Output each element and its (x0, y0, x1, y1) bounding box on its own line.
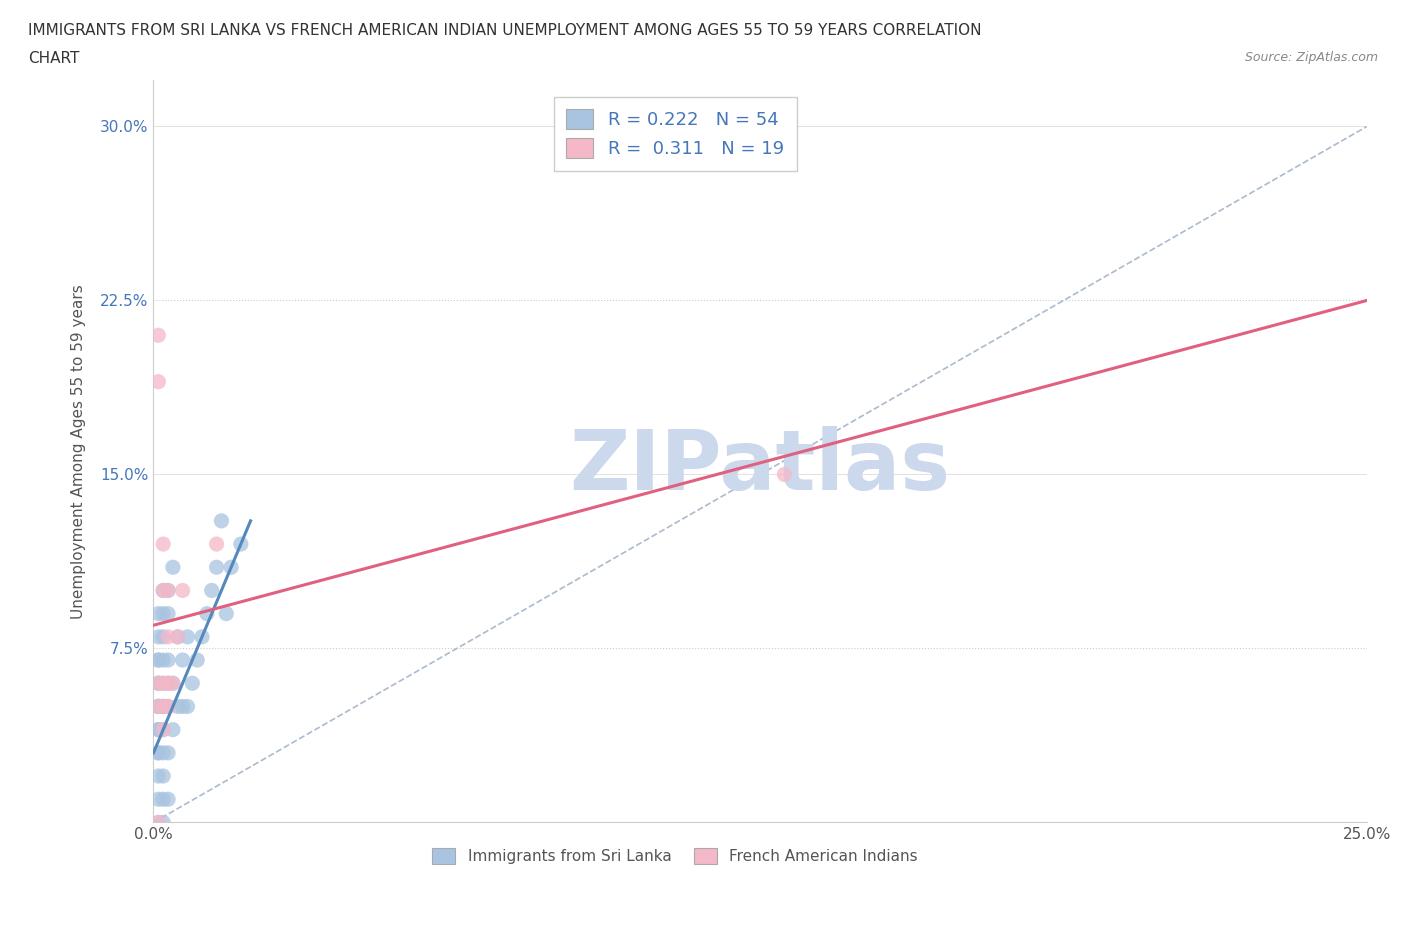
Text: ZIPatlas: ZIPatlas (569, 426, 950, 507)
Point (186, 653, 208, 668)
Point (157, 791, 180, 806)
Point (152, 606, 174, 621)
Point (148, 653, 170, 668)
Point (157, 676, 180, 691)
Point (157, 606, 180, 621)
Point (148, 746, 170, 761)
Point (176, 699, 198, 714)
Point (148, 699, 170, 714)
Point (176, 630, 198, 644)
Point (148, 676, 170, 691)
Point (157, 746, 180, 761)
Point (152, 723, 174, 737)
Point (201, 583, 224, 598)
Point (162, 676, 184, 691)
Point (157, 699, 180, 714)
Point (148, 676, 170, 691)
Point (148, 328, 170, 343)
Point (148, 815, 170, 830)
Point (162, 560, 184, 575)
Text: Source: ZipAtlas.com: Source: ZipAtlas.com (1244, 51, 1378, 64)
Point (152, 791, 174, 806)
Point (162, 723, 184, 737)
Point (148, 699, 170, 714)
Point (148, 791, 170, 806)
Point (148, 723, 170, 737)
Point (166, 630, 188, 644)
Point (172, 653, 194, 668)
Point (181, 676, 204, 691)
Point (148, 746, 170, 761)
Point (148, 606, 170, 621)
Point (205, 560, 228, 575)
Point (152, 815, 174, 830)
Point (229, 537, 252, 551)
Point (148, 374, 170, 389)
Point (172, 699, 194, 714)
Text: IMMIGRANTS FROM SRI LANKA VS FRENCH AMERICAN INDIAN UNEMPLOYMENT AMONG AGES 55 T: IMMIGRANTS FROM SRI LANKA VS FRENCH AMER… (28, 23, 981, 38)
Point (166, 630, 188, 644)
Point (205, 537, 228, 551)
Point (152, 699, 174, 714)
Point (152, 676, 174, 691)
Point (166, 699, 188, 714)
Point (148, 699, 170, 714)
Point (152, 723, 174, 737)
Point (148, 768, 170, 783)
Point (157, 630, 180, 644)
Legend: Immigrants from Sri Lanka, French American Indians: Immigrants from Sri Lanka, French Americ… (426, 842, 924, 870)
Point (191, 630, 214, 644)
Point (215, 606, 238, 621)
Point (152, 583, 174, 598)
Point (152, 676, 174, 691)
Point (152, 699, 174, 714)
Point (152, 768, 174, 783)
Point (152, 699, 174, 714)
Point (148, 676, 170, 691)
Point (148, 630, 170, 644)
Point (152, 583, 174, 598)
Point (219, 560, 242, 575)
Text: CHART: CHART (28, 51, 80, 66)
Point (162, 676, 184, 691)
Point (172, 583, 194, 598)
Point (148, 653, 170, 668)
Point (195, 606, 218, 621)
Y-axis label: Unemployment Among Ages 55 to 59 years: Unemployment Among Ages 55 to 59 years (72, 284, 86, 618)
Point (152, 537, 174, 551)
Point (209, 513, 232, 528)
Point (157, 583, 180, 598)
Point (157, 583, 180, 598)
Point (152, 630, 174, 644)
Point (148, 723, 170, 737)
Point (152, 746, 174, 761)
Point (152, 653, 174, 668)
Point (773, 467, 796, 482)
Point (157, 699, 180, 714)
Point (148, 699, 170, 714)
Point (157, 676, 180, 691)
Point (148, 815, 170, 830)
Point (157, 653, 180, 668)
